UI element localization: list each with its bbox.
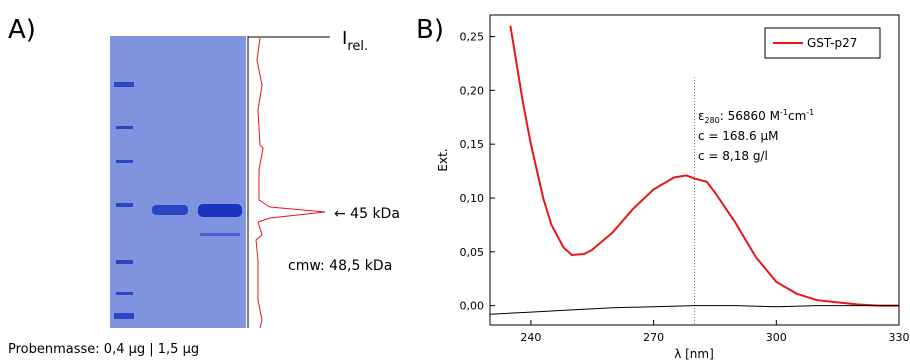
- cmw-label: cmw: 48,5 kDa: [288, 258, 392, 274]
- legend-label: GST-p27: [807, 36, 857, 50]
- annotations: ε280: 56860 M-1cm-1 c = 168.6 µM c = 8,18 …: [698, 108, 814, 163]
- annotation-part: -1: [780, 108, 788, 117]
- y-tick-label: 0,25: [460, 31, 485, 44]
- annotation: c = 8,18 g/l: [698, 149, 768, 163]
- gel-background: [110, 36, 246, 328]
- sample-mass: Probenmasse: 0,4 µg | 1,5 µg: [8, 342, 199, 357]
- annotation: ε280: 56860 M-1cm-1: [698, 108, 814, 125]
- band-label: ← 45 kDa: [334, 206, 400, 222]
- band: [200, 233, 240, 236]
- x-tick-label: 270: [643, 331, 664, 344]
- annotation-part: : 56860 M: [720, 109, 780, 123]
- x-tick-label: 330: [889, 331, 910, 344]
- trace-line: [256, 38, 325, 328]
- y-tick-label: 0,15: [460, 138, 485, 151]
- y-tick-label: 0,05: [460, 246, 485, 259]
- series-line: [490, 306, 899, 315]
- panel-label: B): [416, 15, 444, 45]
- x-tick-label: 240: [520, 331, 541, 344]
- panel-label: A): [8, 15, 36, 45]
- y-tick-label: 0,20: [460, 84, 485, 97]
- series-line: [510, 26, 899, 306]
- annotation-part: cm: [788, 109, 806, 123]
- x-axis-label: λ [nm]: [674, 347, 714, 360]
- annotation-part: c = 8,18 g/l: [698, 149, 768, 163]
- trace-label-sub: rel.: [347, 39, 368, 54]
- annotation: c = 168.6 µM: [698, 129, 778, 143]
- band: [198, 204, 242, 217]
- trace-label: Irel.: [342, 28, 368, 54]
- y-axis-label: Ext.: [436, 148, 450, 171]
- figure: A) Irel. ← 45 kDa cmw: 48,5 kDa Probenma…: [0, 0, 910, 360]
- band: [152, 205, 188, 215]
- annotation-part: c = 168.6 µM: [698, 129, 778, 143]
- trace: Irel.: [248, 28, 368, 328]
- annotation-part: 280: [705, 116, 720, 125]
- y-tick-label: 0,10: [460, 192, 485, 205]
- annotation-part: -1: [806, 108, 814, 117]
- gel: [110, 36, 246, 328]
- x-tick-label: 300: [766, 331, 787, 344]
- y-tick-label: 0,00: [460, 300, 485, 313]
